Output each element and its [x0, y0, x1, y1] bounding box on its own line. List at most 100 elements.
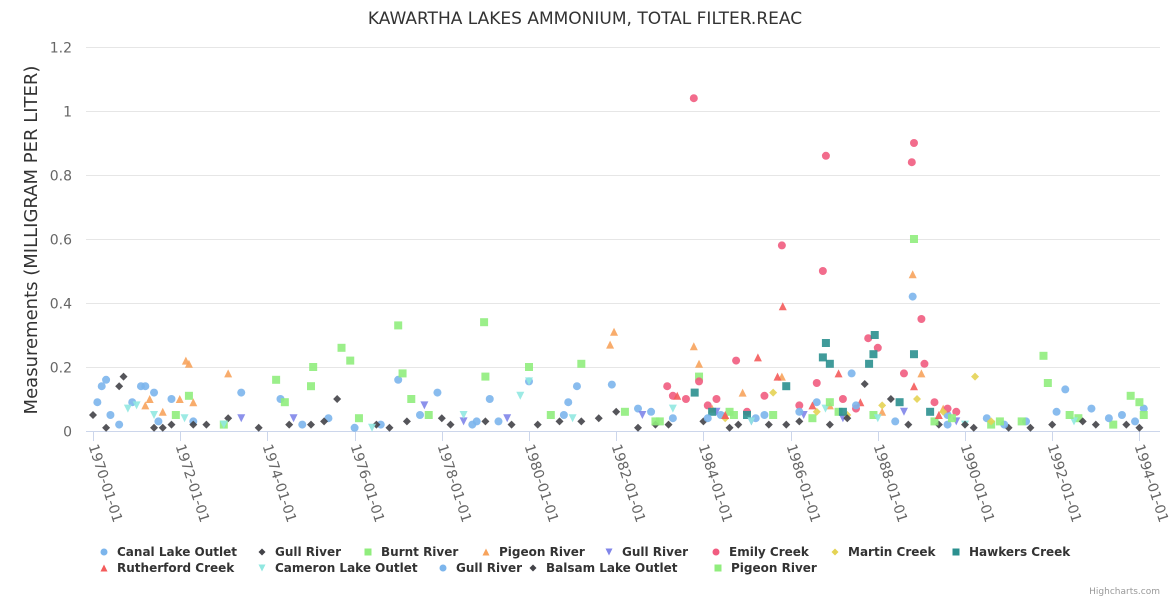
data-point: [123, 404, 132, 413]
credits[interactable]: Highcharts.com: [1089, 587, 1160, 597]
data-point: [689, 342, 698, 351]
series-canal-lake-outlet: [93, 292, 1148, 429]
data-point: [695, 372, 704, 381]
data-point: [1074, 414, 1083, 423]
data-point: [821, 151, 830, 160]
data-point: [663, 382, 672, 391]
data-point: [424, 411, 433, 419]
data-point: [869, 350, 878, 359]
series-emily-creek: [663, 94, 961, 416]
data-point: [1139, 404, 1148, 413]
legend-item[interactable]: Pigeon River: [714, 561, 817, 575]
data-point: [115, 420, 124, 429]
x-tick-label: 1980-01-01: [521, 442, 561, 524]
y-tick-label: 0.2: [50, 361, 72, 377]
data-point: [971, 372, 980, 381]
legend-item[interactable]: Hawkers Creek: [952, 545, 1072, 559]
data-point: [909, 382, 918, 391]
legend-item[interactable]: Balsam Lake Outlet: [529, 561, 678, 575]
data-point: [821, 339, 830, 347]
data-point: [899, 407, 908, 416]
data-point: [689, 94, 698, 103]
data-point: [773, 372, 782, 381]
legend-item[interactable]: Gull River: [258, 545, 342, 559]
data-point: [907, 158, 916, 167]
data-point: [167, 420, 176, 429]
data-point: [878, 401, 887, 410]
data-point: [350, 423, 359, 432]
data-point: [673, 391, 682, 400]
legend-item[interactable]: Canal Lake Outlet: [100, 545, 238, 559]
data-point: [376, 420, 385, 429]
data-point: [141, 401, 150, 410]
data-point: [795, 401, 804, 410]
data-point: [930, 417, 939, 426]
data-point: [171, 411, 180, 419]
data-point: [778, 302, 787, 311]
data-point: [1122, 420, 1131, 429]
legend-item[interactable]: Burnt River: [364, 545, 459, 559]
data-point: [346, 356, 355, 365]
y-axis-ticks: 0 0.2 0.4 0.6 0.8 1 1.2: [50, 41, 72, 441]
data-point: [795, 407, 804, 416]
data-point: [708, 407, 717, 416]
data-points: [89, 94, 1148, 432]
data-point: [647, 407, 656, 416]
data-point: [909, 350, 918, 359]
data-point: [1048, 420, 1057, 429]
y-tick-label: 0.6: [50, 233, 72, 249]
data-point: [1135, 398, 1144, 407]
legend-label: Cameron Lake Outlet: [275, 561, 418, 575]
data-point: [202, 420, 211, 429]
data-point: [852, 401, 860, 410]
legend-label: Pigeon River: [731, 561, 817, 575]
data-point: [899, 369, 908, 378]
data-point: [158, 423, 167, 432]
data-point: [655, 417, 664, 426]
data-point: [184, 391, 193, 400]
data-point: [764, 420, 773, 429]
series-gull-river: [298, 401, 1140, 432]
legend-item[interactable]: Emily Creek: [712, 545, 810, 559]
y-tick-label: 1.2: [50, 41, 72, 57]
data-point: [886, 395, 895, 403]
data-point: [167, 395, 176, 403]
data-point: [555, 417, 564, 426]
square-marker-icon: [364, 548, 372, 556]
data-point: [908, 270, 917, 279]
data-point: [503, 414, 512, 423]
data-point: [568, 414, 577, 423]
data-point: [818, 353, 827, 362]
data-point: [760, 391, 769, 400]
legend-item[interactable]: Cameron Lake Outlet: [258, 561, 418, 575]
data-point: [865, 359, 874, 368]
data-point: [175, 395, 184, 403]
legend-item[interactable]: Pigeon River: [482, 545, 585, 559]
data-point: [834, 407, 843, 416]
data-point: [154, 417, 163, 426]
data-point: [132, 401, 141, 410]
data-point: [747, 417, 756, 426]
data-point: [725, 407, 734, 416]
data-point: [729, 411, 738, 419]
data-point: [969, 423, 978, 432]
legend-item[interactable]: Martin Creek: [831, 545, 937, 559]
data-point: [1135, 423, 1144, 432]
legend-label: Gull River: [622, 545, 688, 559]
legend-item[interactable]: Gull River: [605, 545, 689, 559]
data-point: [480, 318, 489, 327]
data-point: [1087, 404, 1096, 413]
data-point: [298, 420, 307, 429]
data-point: [525, 363, 533, 371]
data-point: [825, 359, 834, 368]
data-point: [594, 414, 603, 423]
data-point: [559, 411, 568, 419]
data-point: [150, 388, 159, 397]
legend-item[interactable]: Gull River: [439, 561, 523, 575]
data-point: [1017, 417, 1026, 426]
x-tick-label: 1984-01-01: [695, 442, 735, 524]
x-tick-label: 1990-01-01: [957, 442, 997, 524]
data-point: [825, 420, 834, 429]
legend-item[interactable]: Rutherford Creek: [100, 561, 236, 575]
data-point: [420, 401, 429, 410]
